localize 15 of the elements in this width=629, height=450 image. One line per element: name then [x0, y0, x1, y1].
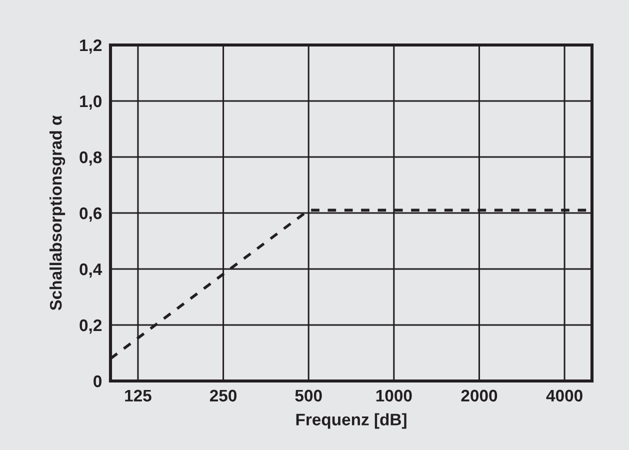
x-tick-label: 1000: [376, 390, 412, 402]
y-tick-label: 0,8: [80, 151, 102, 166]
y-axis-title: Schallabsorptionsgrad α: [50, 115, 66, 310]
y-tick-label: 0,6: [80, 207, 102, 222]
x-axis-title: Frequenz [dB]: [296, 413, 406, 429]
x-tick-label: 4000: [546, 390, 582, 402]
x-tick-label: 2000: [461, 390, 498, 402]
y-tick-label: 1,2: [80, 39, 102, 54]
y-tick-label: 1,0: [80, 95, 102, 110]
y-tick-label: 0,2: [80, 319, 102, 334]
y-tick-label: 0: [94, 375, 102, 388]
x-tick-label: 250: [210, 390, 236, 402]
x-tick-label: 500: [295, 390, 322, 402]
x-tick-label: 125: [125, 390, 152, 402]
y-tick-label: 0,4: [80, 263, 102, 278]
